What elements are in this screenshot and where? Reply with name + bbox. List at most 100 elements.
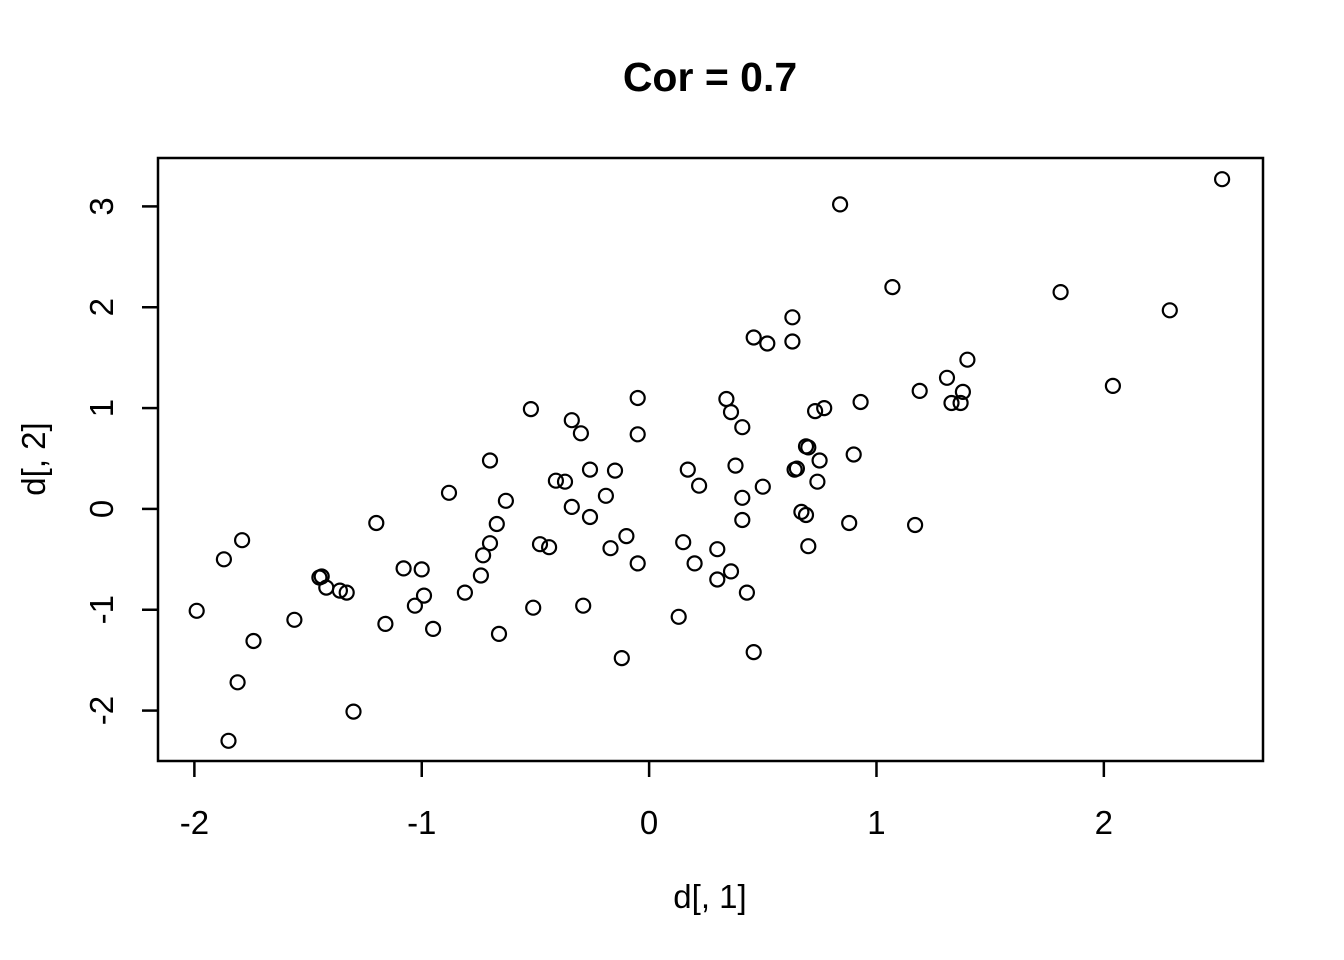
- data-point: [440, 484, 458, 501]
- data-point: [245, 632, 262, 650]
- data-point: [709, 571, 726, 588]
- data-point: [563, 498, 580, 515]
- data-point: [472, 567, 489, 584]
- data-point: [575, 597, 592, 614]
- y-tick-label: 2: [83, 298, 120, 316]
- data-point: [629, 389, 646, 407]
- data-point: [852, 393, 869, 411]
- data-points-layer: [188, 171, 1231, 749]
- data-point: [488, 515, 505, 533]
- data-point: [581, 461, 599, 478]
- data-point: [531, 536, 549, 553]
- data-point: [906, 516, 924, 534]
- x-tick-label: 0: [640, 804, 658, 841]
- data-point: [572, 425, 590, 442]
- data-point: [1052, 284, 1069, 301]
- data-point: [415, 587, 433, 604]
- data-point: [338, 584, 355, 601]
- data-point: [675, 534, 692, 551]
- data-point: [959, 351, 976, 368]
- data-point: [738, 584, 756, 601]
- data-point: [345, 703, 362, 720]
- data-point: [784, 309, 801, 326]
- data-point: [800, 538, 817, 555]
- data-point: [547, 472, 565, 489]
- data-point: [597, 487, 615, 504]
- data-point: [525, 599, 542, 616]
- y-tick-label: -2: [83, 696, 120, 725]
- data-point: [406, 597, 423, 614]
- y-tick-label: 1: [83, 399, 120, 417]
- data-point: [784, 333, 801, 350]
- plot-box: [156, 156, 1265, 763]
- data-point: [845, 446, 862, 463]
- data-point: [475, 547, 492, 564]
- data-point: [629, 426, 646, 443]
- data-point: [286, 611, 303, 628]
- x-tick-label: 2: [1095, 804, 1113, 841]
- data-point: [497, 492, 514, 509]
- data-point: [831, 196, 849, 213]
- data-point: [670, 608, 687, 625]
- y-tick-label: -1: [83, 595, 120, 624]
- data-point: [563, 412, 580, 429]
- data-point: [556, 473, 574, 490]
- data-point: [759, 335, 776, 352]
- data-point: [629, 555, 646, 572]
- x-tick-label: -2: [180, 804, 209, 841]
- data-point: [1104, 377, 1122, 394]
- data-point: [481, 535, 499, 552]
- data-point: [522, 401, 540, 418]
- data-point: [952, 394, 969, 412]
- data-point: [602, 540, 619, 557]
- data-point: [718, 390, 735, 408]
- data-point: [734, 489, 751, 506]
- data-point: [943, 394, 960, 412]
- data-point: [722, 563, 740, 580]
- y-tick-label: 3: [83, 197, 120, 215]
- data-point: [806, 403, 824, 420]
- data-point: [722, 404, 740, 421]
- x-tick-label: 1: [867, 804, 885, 841]
- data-point: [786, 461, 803, 478]
- data-point: [911, 382, 928, 399]
- data-point: [841, 514, 858, 532]
- data-point: [690, 477, 708, 494]
- data-point: [884, 279, 901, 296]
- data-point: [395, 560, 412, 577]
- data-point: [215, 551, 232, 568]
- data-point: [797, 438, 815, 455]
- data-point: [581, 508, 599, 526]
- data-point: [1161, 302, 1178, 319]
- data-point: [220, 732, 237, 749]
- data-point: [734, 419, 751, 436]
- data-point: [727, 457, 744, 474]
- data-point: [734, 511, 751, 529]
- data-point: [613, 649, 630, 667]
- data-point: [606, 462, 624, 479]
- y-tick-label: 0: [83, 500, 120, 518]
- data-point: [377, 615, 394, 633]
- x-axis: -2 -1 0 1 2: [180, 761, 1113, 841]
- data-point: [618, 527, 635, 545]
- data-point: [1213, 171, 1231, 188]
- data-point: [188, 602, 205, 619]
- data-point: [413, 561, 430, 578]
- y-axis-label: d[, 2]: [15, 422, 52, 495]
- data-point: [331, 582, 348, 599]
- plot-title: Cor = 0.7: [623, 54, 797, 100]
- x-tick-label: -1: [407, 804, 436, 841]
- data-point: [456, 584, 473, 601]
- data-point: [811, 452, 828, 469]
- data-point: [809, 473, 826, 490]
- data-point: [540, 539, 558, 556]
- data-point: [709, 541, 726, 558]
- data-point: [229, 674, 246, 691]
- data-point: [754, 478, 771, 495]
- data-point: [938, 369, 956, 386]
- data-point: [816, 400, 833, 417]
- data-point: [490, 625, 508, 643]
- data-point: [425, 620, 442, 638]
